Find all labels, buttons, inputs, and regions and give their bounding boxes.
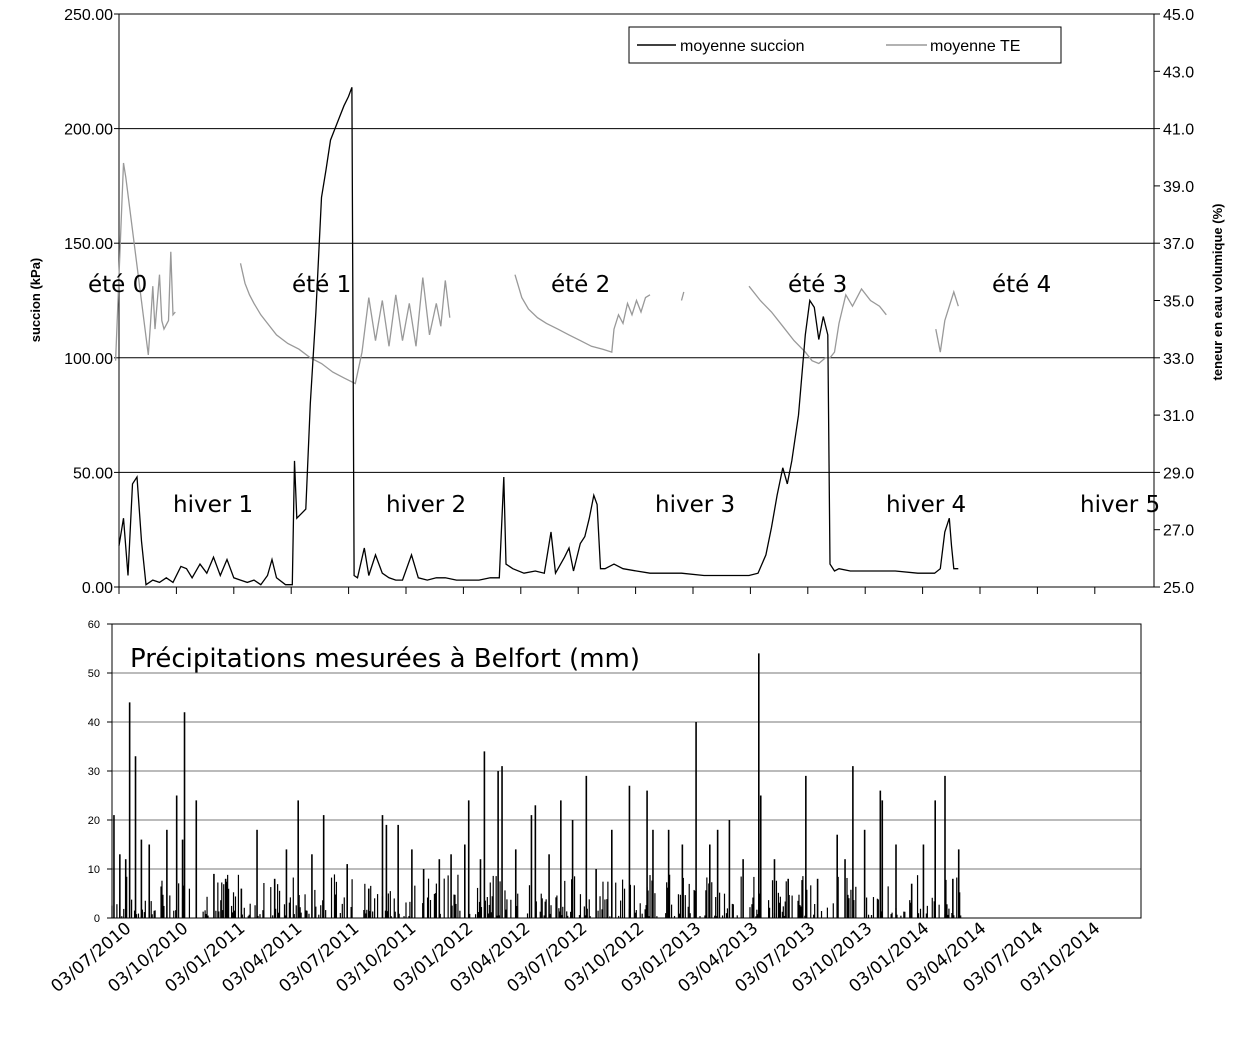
winter-label: hiver 2	[386, 492, 466, 518]
right-y-tick-labels: 25.0 27.0 29.0 31.0 33.0 35.0 37.0 39.0 41.0 43.0…	[1154, 7, 1194, 597]
summer-label: été 0	[88, 272, 147, 298]
right-tick-label: 37.0	[1163, 236, 1194, 253]
winter-label: hiver 1	[173, 492, 253, 518]
bottom-gridlines	[112, 672, 1141, 870]
right-tick-label: 45.0	[1163, 7, 1194, 24]
winter-label: hiver 5	[1080, 492, 1160, 518]
precipitation-chart: 0 10 20 30 40 50 60 Précipitations mesurées à …	[47, 619, 1142, 997]
right-y-axis-title: teneur en eau volumique (%)	[1210, 204, 1225, 381]
left-tick-label: 150.00	[64, 236, 113, 253]
right-tick-label: 31.0	[1163, 408, 1194, 425]
precipitation-bars	[111, 653, 962, 918]
right-tick-label: 33.0	[1163, 351, 1194, 368]
bottom-tick-label: 20	[88, 815, 100, 827]
left-tick-label: 100.00	[64, 351, 113, 368]
suction-series	[118, 87, 959, 586]
left-tick-label: 250.00	[64, 7, 113, 24]
top-x-tick-marks	[118, 587, 1096, 594]
te-line-segment	[680, 291, 685, 301]
suction-chart: 0.00 50.00 100.00 150.00 200.00 250.00 25.0 27…	[28, 7, 1225, 597]
legend-box	[628, 26, 1062, 64]
bottom-y-tick-labels: 0 10 20 30 40 50 60	[88, 619, 112, 925]
season-labels: été 0 été 1 été 2 été 3 été 4 hiver 1 hiver 2 h…	[88, 272, 1160, 518]
right-tick-label: 35.0	[1163, 294, 1194, 311]
summer-label: été 3	[788, 272, 847, 298]
bottom-tick-label: 0	[94, 913, 100, 925]
summer-label: été 2	[551, 272, 610, 298]
left-tick-label: 0.00	[82, 580, 113, 597]
summer-label: été 4	[992, 272, 1051, 298]
bottom-tick-label: 40	[88, 717, 100, 729]
te-line-segment	[114, 162, 176, 361]
date-tick-labels: 03/07/201003/10/201003/01/201103/04/2011…	[47, 919, 1104, 997]
top-gridlines	[119, 128, 1154, 473]
right-tick-label: 25.0	[1163, 580, 1194, 597]
bottom-tick-label: 10	[88, 864, 100, 876]
bottom-tick-label: 50	[88, 668, 100, 680]
te-line-segment	[239, 263, 451, 385]
right-tick-label: 27.0	[1163, 523, 1194, 540]
right-tick-label: 43.0	[1163, 64, 1194, 81]
suction-line-segment	[118, 87, 959, 586]
legend-label-te: moyenne TE	[930, 38, 1020, 55]
winter-label: hiver 4	[886, 492, 966, 518]
precipitation-title: Précipitations mesurées à Belfort (mm)	[130, 644, 640, 674]
legend: moyenne succion moyenne TE	[628, 26, 1062, 64]
bottom-tick-label: 30	[88, 766, 100, 778]
winter-label: hiver 3	[655, 492, 735, 518]
right-tick-label: 41.0	[1163, 122, 1194, 139]
right-tick-label: 39.0	[1163, 179, 1194, 196]
right-tick-label: 29.0	[1163, 465, 1194, 482]
summer-label: été 1	[292, 272, 351, 298]
te-line-segment	[935, 289, 959, 353]
left-tick-label: 50.00	[73, 465, 113, 482]
te-line-segment	[514, 274, 651, 353]
left-y-axis-title: succion (kPa)	[28, 258, 43, 343]
bottom-tick-label: 60	[88, 619, 100, 631]
left-y-tick-labels: 0.00 50.00 100.00 150.00 200.00 250.00	[64, 7, 119, 597]
left-tick-label: 200.00	[64, 122, 113, 139]
legend-label-succion: moyenne succion	[680, 38, 805, 55]
